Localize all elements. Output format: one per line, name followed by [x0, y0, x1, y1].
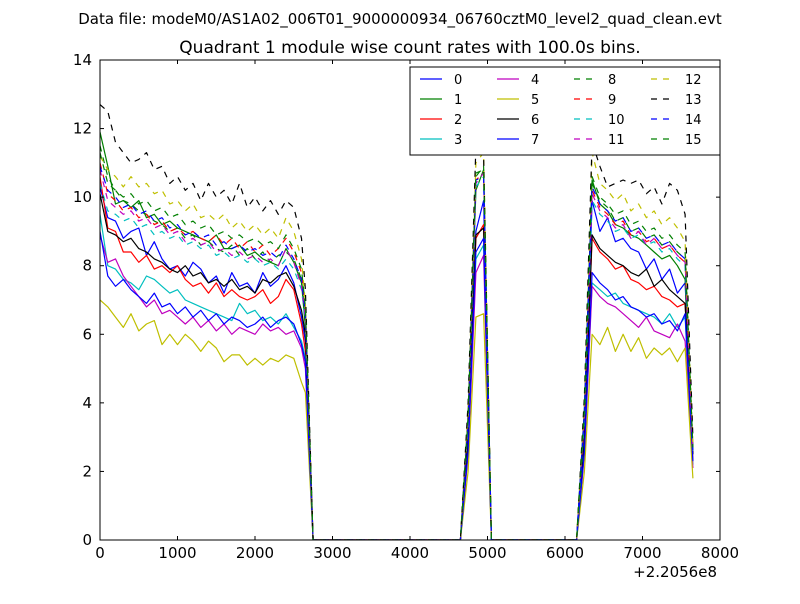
series-line-11 [100, 169, 694, 540]
legend-label-15: 15 [685, 133, 702, 148]
y-tick-label: 6 [82, 325, 92, 343]
legend-box [409, 66, 721, 156]
chart-title: Quadrant 1 module wise count rates with … [179, 38, 640, 58]
x-tick-label: 2000 [236, 544, 274, 562]
series-line-3 [100, 214, 694, 540]
x-tick-label: 3000 [313, 544, 351, 562]
x-tick-label: 1000 [158, 544, 196, 562]
legend-label-2: 2 [454, 113, 462, 128]
y-tick-label: 8 [82, 257, 92, 275]
x-tick-label: 5000 [468, 544, 506, 562]
series-line-2 [100, 176, 694, 540]
x-tick-label: 6000 [546, 544, 584, 562]
legend-label-1: 1 [454, 93, 462, 108]
y-tick-label: 12 [73, 120, 92, 138]
legend-label-3: 3 [454, 133, 462, 148]
x-offset-label: +2.2056e8 [633, 563, 717, 581]
axes: 0 1000 2000 3000 4000 5000 6000 7000 80000246810… [73, 51, 739, 562]
x-tick-label: 4000 [391, 544, 429, 562]
legend-label-14: 14 [685, 113, 702, 128]
legend-label-10: 10 [608, 113, 625, 128]
plot-area [100, 104, 694, 540]
series-line-9 [100, 162, 694, 540]
legend-label-5: 5 [531, 93, 539, 108]
series-line-10 [100, 176, 694, 540]
legend-label-7: 7 [531, 133, 539, 148]
x-tick-label: 7000 [623, 544, 661, 562]
y-tick-label: 10 [73, 188, 92, 206]
series-line-7 [100, 231, 694, 540]
x-tick-label: 8000 [701, 544, 739, 562]
series-line-0 [100, 186, 694, 540]
y-tick-label: 14 [73, 51, 92, 69]
legend-label-13: 13 [685, 93, 702, 108]
series-line-4 [100, 234, 694, 540]
legend-label-12: 12 [685, 73, 702, 88]
y-tick-label: 0 [82, 531, 92, 549]
series-line-6 [100, 193, 694, 540]
x-tick-label: 0 [95, 544, 105, 562]
y-tick-label: 4 [82, 394, 92, 412]
series-line-8 [100, 145, 694, 540]
series-line-12 [100, 152, 694, 540]
legend-label-4: 4 [531, 73, 539, 88]
figure-supertitle: Data file: modeM0/AS1A02_006T01_90000009… [78, 10, 722, 29]
legend-label-0: 0 [454, 73, 462, 88]
series-line-14 [100, 166, 694, 540]
series-line-13 [100, 104, 694, 540]
series-line-15 [100, 152, 694, 540]
legend-label-9: 9 [608, 93, 616, 108]
legend-label-8: 8 [608, 73, 616, 88]
legend-label-6: 6 [531, 113, 539, 128]
y-tick-label: 2 [82, 462, 92, 480]
series-line-5 [100, 299, 694, 540]
legend-label-11: 11 [608, 133, 625, 148]
